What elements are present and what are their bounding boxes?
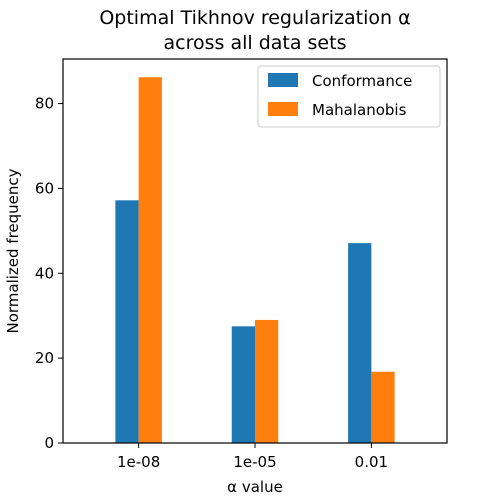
legend-swatch-mahalanobis (268, 102, 298, 116)
x-axis: 1e-08 1e-05 0.01 (117, 443, 388, 471)
x-axis-label: α value (227, 478, 283, 496)
y-tick-label: 20 (35, 349, 54, 367)
bar-mahalanobis-1e-05 (255, 319, 279, 443)
y-tick-label: 0 (44, 434, 54, 452)
x-tick-label: 1e-08 (117, 453, 160, 471)
plot-frame (62, 58, 448, 444)
x-tick-label: 1e-05 (233, 453, 276, 471)
legend-label-conformance: Conformance (312, 72, 412, 90)
y-axis: 0 20 40 60 80 (35, 95, 63, 452)
legend: Conformance Mahalanobis (257, 65, 441, 128)
bar-conformance-0.01 (348, 243, 372, 443)
chart-title-line-2: across all data sets (164, 32, 347, 54)
y-tick-label: 40 (35, 264, 54, 282)
x-tick-label: 0.01 (355, 453, 388, 471)
y-tick-label: 80 (35, 95, 54, 113)
bar-mahalanobis-0.01 (371, 371, 395, 443)
legend-frame (257, 65, 441, 128)
bars-group (115, 77, 395, 443)
bar-mahalanobis-1e-08 (138, 77, 162, 443)
y-tick-label: 60 (35, 179, 54, 197)
chart-title-line-1: Optimal Tikhnov regularization α (99, 7, 410, 29)
legend-swatch-conformance (268, 73, 298, 87)
bar-conformance-1e-08 (115, 200, 139, 443)
legend-label-mahalanobis: Mahalanobis (312, 101, 407, 119)
y-axis-label: Normalized frequency (4, 168, 22, 333)
bar-conformance-1e-05 (231, 326, 255, 443)
